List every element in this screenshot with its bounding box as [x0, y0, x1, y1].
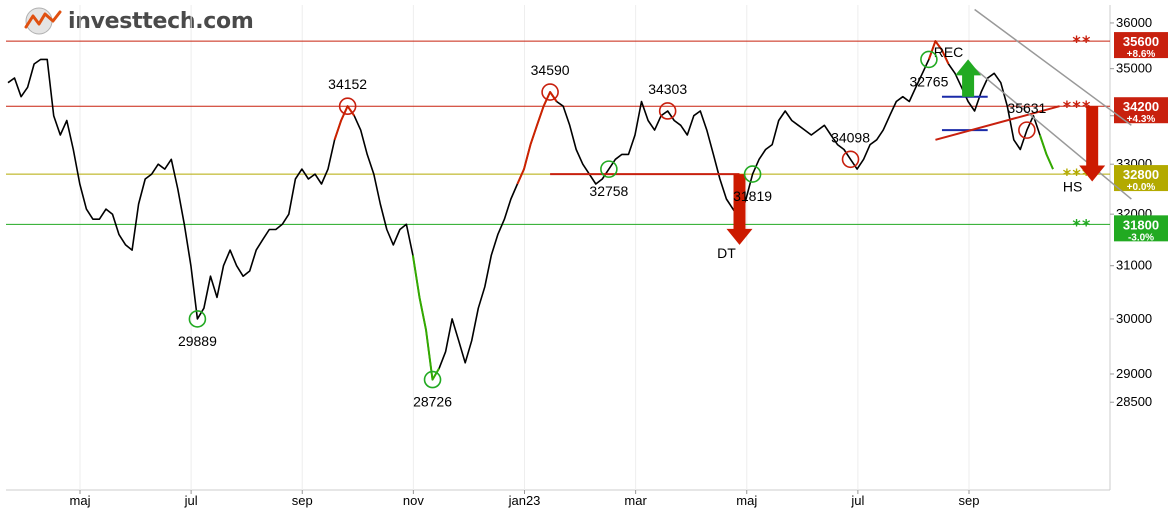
level-value-label: 32800 — [1123, 167, 1159, 182]
extreme-marker-low — [188, 310, 207, 328]
extreme-label-low: 28726 — [413, 394, 452, 410]
extreme-marker-low — [920, 50, 938, 69]
investtech-logo-icon — [24, 7, 62, 35]
trend-segment-up — [411, 255, 440, 381]
x-tick-label: mar — [624, 493, 647, 508]
extreme-marker-low — [600, 160, 618, 178]
x-tick-label: sep — [292, 493, 313, 508]
extreme-marker-high — [841, 150, 860, 169]
level-pct-label: +8.6% — [1127, 49, 1156, 60]
x-tick-label: jul — [184, 493, 198, 508]
level-pct-label: +4.3% — [1127, 114, 1156, 125]
channel-lower-line — [974, 68, 1132, 200]
extreme-label-low: 29889 — [178, 333, 217, 349]
x-tick-label: nov — [403, 493, 424, 508]
level-badge — [1114, 165, 1168, 192]
extreme-label-low: 32758 — [589, 183, 628, 199]
x-tick-label: sep — [959, 493, 980, 508]
head-shoulders-neckline — [935, 105, 1060, 141]
level-stars: ** — [1072, 215, 1091, 234]
price-line — [7, 40, 1054, 381]
y-tick-label: 30000 — [1116, 311, 1152, 326]
x-tick-label: jul — [850, 493, 864, 508]
level-value-label: 35600 — [1123, 34, 1159, 49]
trend-segment-up — [1038, 134, 1054, 170]
trend-segment-down — [516, 91, 558, 185]
rec-arrow — [955, 59, 982, 97]
investtech-logo[interactable]: investtech.com — [22, 6, 254, 36]
extreme-label-high: 35631 — [1007, 100, 1046, 116]
x-tick-label: jan23 — [508, 493, 541, 508]
trend-segment-down — [927, 40, 950, 65]
y-tick-label: 31000 — [1116, 258, 1152, 273]
y-tick-label: 35000 — [1116, 61, 1152, 76]
extreme-label-high: 34098 — [831, 129, 870, 145]
level-pct-label: -3.0% — [1128, 232, 1154, 243]
trend-segment-down — [333, 105, 356, 141]
level-pct-label: +0.0% — [1127, 182, 1156, 193]
logo-text: investtech.com — [68, 8, 254, 34]
dt-arrow — [726, 174, 753, 245]
level-badge — [1114, 215, 1168, 242]
x-tick-label: maj — [70, 493, 91, 508]
y-tick-label: 29000 — [1116, 366, 1152, 381]
level-badge — [1114, 32, 1168, 59]
pattern-label-hs: HS — [1063, 178, 1082, 194]
extreme-label-high: 34152 — [328, 76, 367, 92]
pattern-label-rec: REC — [934, 44, 964, 60]
extreme-marker-high — [338, 97, 357, 116]
y-tick-label: 36000 — [1116, 15, 1152, 30]
extreme-marker-low — [743, 165, 762, 183]
channel-upper-line — [974, 8, 1132, 126]
y-tick-label: 28500 — [1116, 394, 1152, 409]
extreme-marker-high — [541, 83, 559, 101]
extreme-label-high: 34590 — [531, 62, 570, 78]
level-value-label: 31800 — [1123, 217, 1159, 232]
extreme-label-high: 34303 — [648, 81, 687, 97]
hs-arrow — [1079, 106, 1106, 182]
level-stars: ** — [1072, 32, 1091, 51]
pattern-label-dt: DT — [717, 245, 736, 261]
x-tick-label: maj — [736, 493, 757, 508]
level-stars: *** — [1062, 97, 1091, 116]
level-value-label: 34200 — [1123, 99, 1159, 114]
extreme-label-low: 32765 — [909, 73, 948, 89]
extreme-marker-high — [1018, 121, 1036, 139]
extreme-label-low: 31819 — [733, 188, 772, 204]
extreme-marker-low — [423, 370, 442, 389]
extreme-marker-high — [658, 102, 677, 120]
